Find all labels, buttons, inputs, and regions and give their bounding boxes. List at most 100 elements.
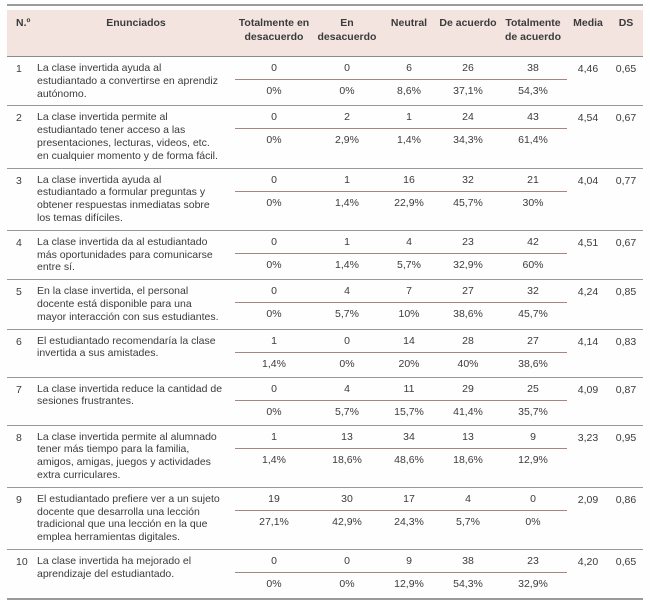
- counts-percents-divider: [235, 252, 567, 254]
- percent-cell: 0%: [339, 577, 355, 590]
- count-cell: 29: [462, 382, 474, 395]
- header-statement: Enunciados: [106, 17, 166, 29]
- counts-percents-divider: [235, 509, 567, 511]
- header-num: N.º: [16, 17, 31, 29]
- row-media: 4,09: [577, 383, 599, 396]
- row-counts-line: 0 0 9 38 23: [235, 555, 567, 572]
- row-statement: La clase invertida ha mejorado el aprend…: [37, 554, 192, 580]
- percent-cell: 0%: [266, 134, 282, 147]
- percent-cell: 0%: [266, 196, 282, 209]
- table-row: 3 La clase invertida ayuda al estudianta…: [7, 167, 643, 230]
- row-number: 7: [16, 383, 22, 396]
- row-percents-line: 0% 5,7% 15,7% 41,4% 35,7%: [235, 401, 567, 418]
- count-cell: 0: [271, 173, 277, 186]
- row-statement: En la clase invertida, el personal docen…: [37, 285, 219, 323]
- count-cell: 1: [344, 235, 350, 248]
- percent-cell: 48,6%: [394, 453, 424, 466]
- percent-cell: 38,6%: [518, 357, 548, 370]
- count-cell: 25: [527, 382, 539, 395]
- percent-cell: 0%: [266, 577, 282, 590]
- row-counts-line: 0 4 11 29 25: [235, 383, 567, 400]
- count-cell: 1: [271, 334, 277, 347]
- count-cell: 13: [341, 430, 353, 443]
- table-row: 7 La clase invertida reduce la cantidad …: [7, 376, 643, 425]
- percent-cell: 42,9%: [332, 515, 362, 528]
- counts-percents-divider: [235, 190, 567, 192]
- row-number: 10: [16, 555, 28, 568]
- survey-results-table: N.º Enunciados Totalmente en desacuerdo …: [7, 0, 643, 600]
- percent-cell: 1,4%: [335, 258, 359, 271]
- row-statement: La clase invertida permite al estudianta…: [37, 111, 218, 162]
- percent-cell: 38,6%: [453, 308, 483, 321]
- row-statement: El estudiantado recomendaría la clase in…: [37, 334, 216, 360]
- count-cell: 0: [271, 554, 277, 567]
- count-cell: 26: [462, 62, 474, 74]
- count-cell: 17: [403, 492, 415, 505]
- percent-cell: 1,4%: [335, 196, 359, 209]
- table-header-row: N.º Enunciados Totalmente en desacuerdo …: [7, 10, 643, 57]
- header-likert-disagree: En desacuerdo: [317, 17, 377, 43]
- percent-cell: 45,7%: [518, 308, 548, 321]
- table-top-rule: [7, 4, 643, 10]
- row-ds: 0,77: [615, 174, 637, 187]
- row-percents-line: 1,4% 18,6% 48,6% 18,6% 12,9%: [235, 449, 567, 466]
- row-likert-values: 0 1 4 23 42 0% 1,4% 5,7% 32,9% 60%: [235, 236, 567, 271]
- row-media: 4,51: [577, 236, 599, 249]
- table-row: 10 La clase invertida ha mejorado el apr…: [7, 548, 643, 597]
- row-ds: 0,65: [615, 63, 637, 75]
- row-media: 2,09: [577, 493, 599, 506]
- count-cell: 0: [530, 492, 536, 505]
- count-cell: 0: [271, 382, 277, 395]
- percent-cell: 0%: [266, 405, 282, 418]
- row-likert-values: 19 30 17 4 0 27,1% 42,9% 24,3% 5,7% 0%: [235, 493, 567, 528]
- percent-cell: 54,3%: [453, 577, 483, 590]
- percent-cell: 0%: [266, 258, 282, 271]
- count-cell: 4: [406, 235, 412, 248]
- row-percents-line: 0% 1,4% 22,9% 45,7% 30%: [235, 192, 567, 209]
- row-counts-line: 0 1 4 23 42: [235, 236, 567, 253]
- header-media: Media: [573, 17, 603, 29]
- count-cell: 14: [403, 334, 415, 347]
- percent-cell: 10%: [398, 308, 420, 321]
- row-number: 9: [16, 493, 22, 506]
- row-ds: 0,87: [615, 383, 637, 396]
- header-likert-totally-agree: Totalmente de acuerdo: [504, 17, 562, 43]
- row-ds: 0,67: [615, 236, 637, 249]
- percent-cell: 20%: [398, 357, 420, 370]
- percent-cell: 18,6%: [453, 453, 483, 466]
- row-likert-values: 0 0 9 38 23 0% 0% 12,9% 54,3% 32,9%: [235, 555, 567, 590]
- percent-cell: 22,9%: [394, 196, 424, 209]
- count-cell: 19: [268, 492, 280, 505]
- percent-cell: 30%: [522, 196, 544, 209]
- count-cell: 9: [530, 430, 536, 443]
- row-statement: La clase invertida reduce la cantidad de…: [37, 382, 223, 408]
- row-likert-values: 0 2 1 24 43 0% 2,9% 1,4% 34,3% 61,4%: [235, 111, 567, 146]
- count-cell: 1: [406, 111, 412, 124]
- count-cell: 0: [344, 62, 350, 74]
- count-cell: 2: [344, 111, 350, 124]
- percent-cell: 0%: [525, 515, 541, 528]
- count-cell: 0: [271, 62, 277, 74]
- percent-cell: 8,6%: [397, 85, 421, 97]
- counts-percents-divider: [235, 128, 567, 130]
- count-cell: 38: [527, 62, 539, 74]
- counts-percents-divider: [235, 79, 567, 80]
- row-ds: 0,67: [615, 112, 637, 125]
- row-counts-line: 1 13 34 13 9: [235, 431, 567, 448]
- header-likert-agree: De acuerdo: [439, 17, 497, 29]
- count-cell: 0: [271, 111, 277, 124]
- table-row: 4 La clase invertida da al estudiantado …: [7, 229, 643, 279]
- row-statement: La clase invertida ayuda al estudiantado…: [37, 173, 210, 224]
- percent-cell: 40%: [457, 357, 479, 370]
- count-cell: 30: [341, 492, 353, 505]
- row-media: 4,14: [577, 335, 599, 348]
- count-cell: 4: [465, 492, 471, 505]
- counts-percents-divider: [235, 302, 567, 304]
- header-likert-group: Totalmente en desacuerdo En desacuerdo N…: [235, 17, 567, 44]
- row-likert-values: 1 13 34 13 9 1,4% 18,6% 48,6% 18,6% 12,9…: [235, 431, 567, 466]
- row-ds: 0,86: [615, 493, 637, 506]
- percent-cell: 61,4%: [518, 134, 548, 147]
- row-counts-line: 0 0 6 26 38: [235, 62, 567, 79]
- row-media: 4,20: [577, 555, 599, 568]
- table-row: 1 La clase invertida ayuda al estudianta…: [7, 57, 643, 105]
